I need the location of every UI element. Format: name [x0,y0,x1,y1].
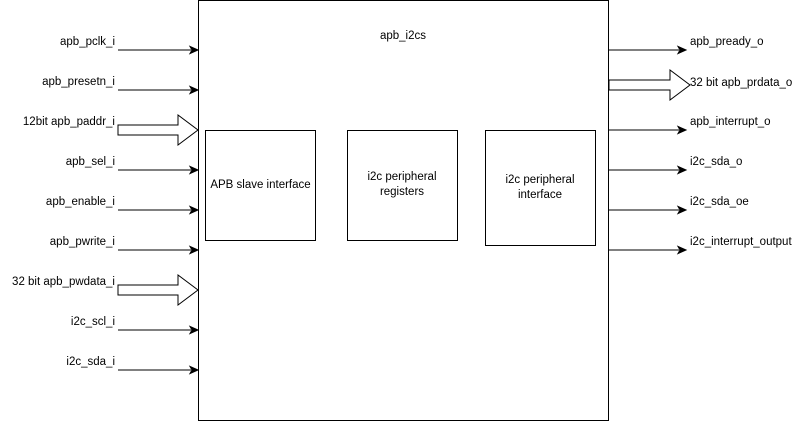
apb-slave-interface-block [205,130,316,241]
signal-arrows [117,45,691,375]
signal-label-apb-pclk-i: apb_pclk_i [60,36,115,48]
input-arrow-12bit-apb-paddr-i [117,114,199,146]
signal-label-i2c-scl-i: i2c_scl_i [70,316,115,328]
signal-label-i2c-interrupt-output: i2c_interrupt_output [690,236,792,248]
apb-slave-interface-label: APB slave interface [210,179,311,191]
input-arrow-apb-sel-i [118,165,200,175]
output-arrow-apb-interrupt-o [609,125,688,135]
input-arrow-apb-enable-i [118,205,200,215]
output-arrow-i2c-sda-oe [609,205,688,215]
signal-label-i2c-sda-i: i2c_sda_i [66,356,115,368]
signal-label-apb-sel-i: apb_sel_i [65,156,115,168]
signal-label-12bit-apb-paddr-i: 12bit apb_paddr_i [22,116,115,128]
signal-label-apb-presetn-i: apb_presetn_i [42,76,115,88]
signal-label-32-bit-apb-prdata-o: 32 bit apb_prdata_o [690,77,793,89]
signal-label-apb-pready-o: apb_pready_o [690,36,764,48]
input-arrow-32-bit-apb-pwdata-i [117,274,199,306]
module-name-label: apb_i2cs [379,30,427,42]
i2c-peripheral-registers-label: i2c peripheral registers [367,171,437,198]
signal-label-32-bit-apb-pwdata-i: 32 bit apb_pwdata_i [12,276,115,288]
signal-label-i2c-sda-oe: i2c_sda_oe [690,196,749,208]
i2c-peripheral-registers-block [347,130,458,241]
output-arrow-32-bit-apb-prdata-o [608,69,691,101]
signal-label-i2c-sda-o: i2c_sda_o [690,156,743,168]
i2c-peripheral-interface-block [485,130,596,246]
output-arrow-i2c-interrupt-output [609,245,688,255]
signal-label-apb-interrupt-o: apb_interrupt_o [690,116,771,128]
input-arrow-apb-pwrite-i [118,245,200,255]
output-arrow-i2c-sda-o [609,165,688,175]
signal-label-apb-enable-i: apb_enable_i [45,196,115,208]
i2c-peripheral-interface-label: i2c peripheral interface [505,174,575,201]
input-arrow-i2c-sda-i [118,365,200,375]
input-arrow-apb-pclk-i [118,45,200,55]
output-arrow-apb-pready-o [609,45,688,55]
input-arrow-i2c-scl-i [118,325,200,335]
input-arrow-apb-presetn-i [118,85,200,95]
signal-label-apb-pwrite-i: apb_pwrite_i [49,236,115,248]
